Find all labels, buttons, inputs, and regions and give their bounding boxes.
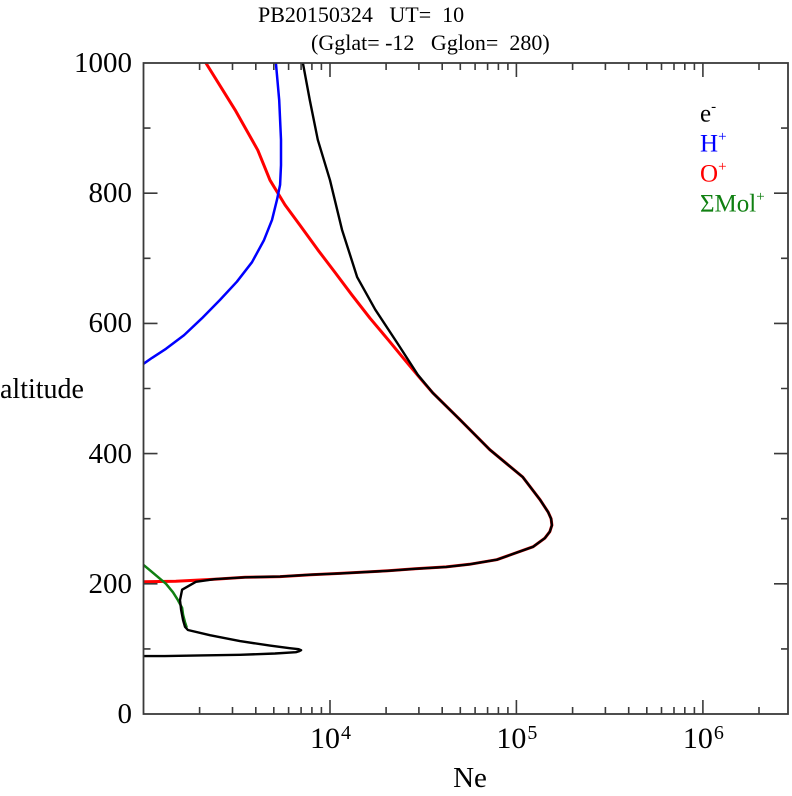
x-tick-base: 10 xyxy=(309,722,340,755)
chart-title-line1: PB20150324 UT= 10 xyxy=(258,2,465,27)
legend-item-electron: e- xyxy=(700,94,765,128)
series-curve-h xyxy=(143,63,283,366)
legend-charge-sign: + xyxy=(718,159,727,175)
y-tick-label-600: 600 xyxy=(88,307,133,340)
legend-charge-sign: + xyxy=(756,189,765,205)
legend-charge-sign: - xyxy=(711,99,717,115)
legend-item-molecular-ions: ΣMol+ xyxy=(700,184,765,218)
legend-label: ΣMol xyxy=(700,190,757,218)
series-curve-e xyxy=(143,63,554,658)
series-curve-mol xyxy=(143,563,188,629)
y-tick-label-0: 0 xyxy=(117,698,133,730)
x-tick-exponent: 4 xyxy=(340,722,351,744)
x-tick-label-1e4: 104 xyxy=(309,720,351,756)
x-tick-base: 10 xyxy=(682,722,713,755)
data-curves xyxy=(143,63,554,658)
x-tick-exponent: 6 xyxy=(713,722,724,744)
legend-label: H xyxy=(700,130,719,158)
x-axis-label: Ne xyxy=(453,762,487,794)
legend: e- H+ O+ ΣMol+ xyxy=(700,94,765,218)
x-tick-label-1e6: 106 xyxy=(682,720,724,756)
legend-label: e xyxy=(700,100,712,128)
legend-charge-sign: + xyxy=(718,129,727,145)
tick-marks xyxy=(143,63,788,714)
legend-item-h-plus: H+ xyxy=(700,124,765,158)
y-tick-label-800: 800 xyxy=(88,177,133,210)
x-tick-label-1e5: 105 xyxy=(496,720,538,756)
axis-ticks xyxy=(143,63,788,714)
x-tick-base: 10 xyxy=(496,722,527,755)
legend-label: O xyxy=(700,160,719,188)
legend-item-o-plus: O+ xyxy=(700,154,765,188)
series-curve-o xyxy=(143,63,554,584)
plot-frame xyxy=(142,62,789,715)
x-tick-exponent: 5 xyxy=(527,722,538,744)
y-tick-label-400: 400 xyxy=(88,437,133,470)
y-axis-label: altitude xyxy=(0,374,84,405)
y-tick-label-1000: 1000 xyxy=(74,47,132,79)
y-tick-label-200: 200 xyxy=(88,567,133,600)
chart-title-line2: (Gglat= -12 Gglon= 280) xyxy=(311,30,550,55)
